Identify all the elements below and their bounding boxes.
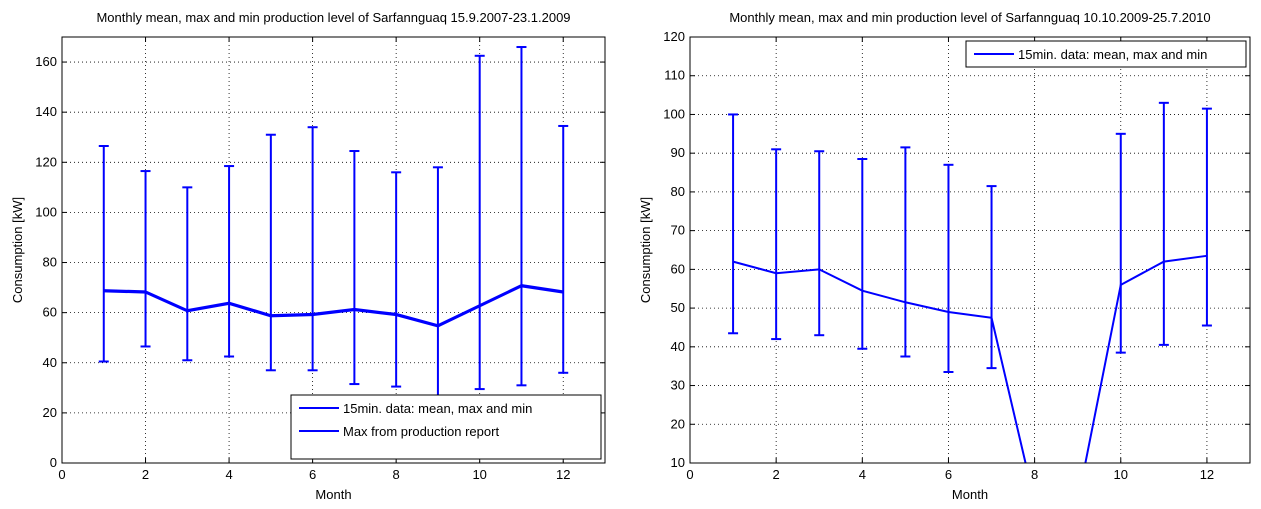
x-tick-label: 4 (225, 467, 232, 482)
data-layer (728, 101, 1212, 463)
series-line-1 (103, 284, 564, 327)
y-tick-label: 60 (671, 261, 685, 276)
legend-entry: 15min. data: mean, max and min (1018, 47, 1207, 62)
x-tick-label: 10 (472, 467, 486, 482)
x-tick-label: 12 (1200, 467, 1214, 482)
y-tick-label: 160 (35, 54, 57, 69)
legend-entry: Max from production report (343, 424, 499, 439)
y-tick-label: 40 (43, 355, 57, 370)
y-tick-label: 120 (663, 29, 685, 44)
plot-area (62, 37, 605, 463)
y-tick-label: 80 (43, 255, 57, 270)
y-tick-label: 20 (671, 416, 685, 431)
x-tick-label: 6 (945, 467, 952, 482)
y-tick-label: 100 (663, 106, 685, 121)
y-tick-label: 10 (671, 455, 685, 470)
chart-1: 15min. data: mean, max and min Max from p… (61, 36, 606, 464)
x-axis-label: Month (952, 487, 988, 502)
y-tick-label: 30 (671, 378, 685, 393)
x-tick-label: 0 (58, 467, 65, 482)
x-tick-label: 2 (142, 467, 149, 482)
plot-area (690, 37, 1250, 463)
x-axis-label: Month (315, 487, 351, 502)
x-tick-label: 12 (556, 467, 570, 482)
x-tick-label: 2 (773, 467, 780, 482)
legend-box (290, 394, 602, 460)
x-tick-label: 4 (859, 467, 866, 482)
y-tick-label: 20 (43, 405, 57, 420)
series-line-1 (732, 254, 1208, 463)
x-tick-label: 6 (309, 467, 316, 482)
y-tick-label: 0 (50, 455, 57, 470)
chart-title: Monthly mean, max and min production lev… (96, 10, 570, 25)
y-tick-label: 120 (35, 154, 57, 169)
axes-box (689, 36, 1251, 464)
legend-entry: 15min. data: mean, max and min (343, 401, 532, 416)
x-tick-label: 8 (393, 467, 400, 482)
legend: 15min. data: mean, max and min (965, 40, 1247, 68)
y-axis-label: Consumption [kW] (10, 197, 25, 303)
series-line-2 (103, 285, 564, 328)
y-tick-label: 80 (671, 184, 685, 199)
y-tick-label: 40 (671, 339, 685, 354)
y-tick-label: 100 (35, 204, 57, 219)
y-tick-label: 110 (664, 68, 685, 83)
y-tick-label: 50 (671, 300, 685, 315)
y-tick-label: 70 (671, 223, 685, 238)
x-tick-label: 8 (1031, 467, 1038, 482)
legend: 15min. data: mean, max and min Max from p… (290, 394, 602, 460)
data-layer (98, 46, 569, 404)
y-tick-label: 140 (35, 104, 57, 119)
y-axis-label: Consumption [kW] (638, 197, 653, 303)
chart-title: Monthly mean, max and min production lev… (729, 10, 1210, 25)
x-tick-label: 10 (1114, 467, 1128, 482)
y-tick-label: 60 (43, 305, 57, 320)
x-tick-label: 0 (686, 467, 693, 482)
chart-2: 15min. data: mean, max and min (689, 36, 1251, 464)
axes-box (61, 36, 606, 464)
y-tick-label: 90 (671, 145, 685, 160)
